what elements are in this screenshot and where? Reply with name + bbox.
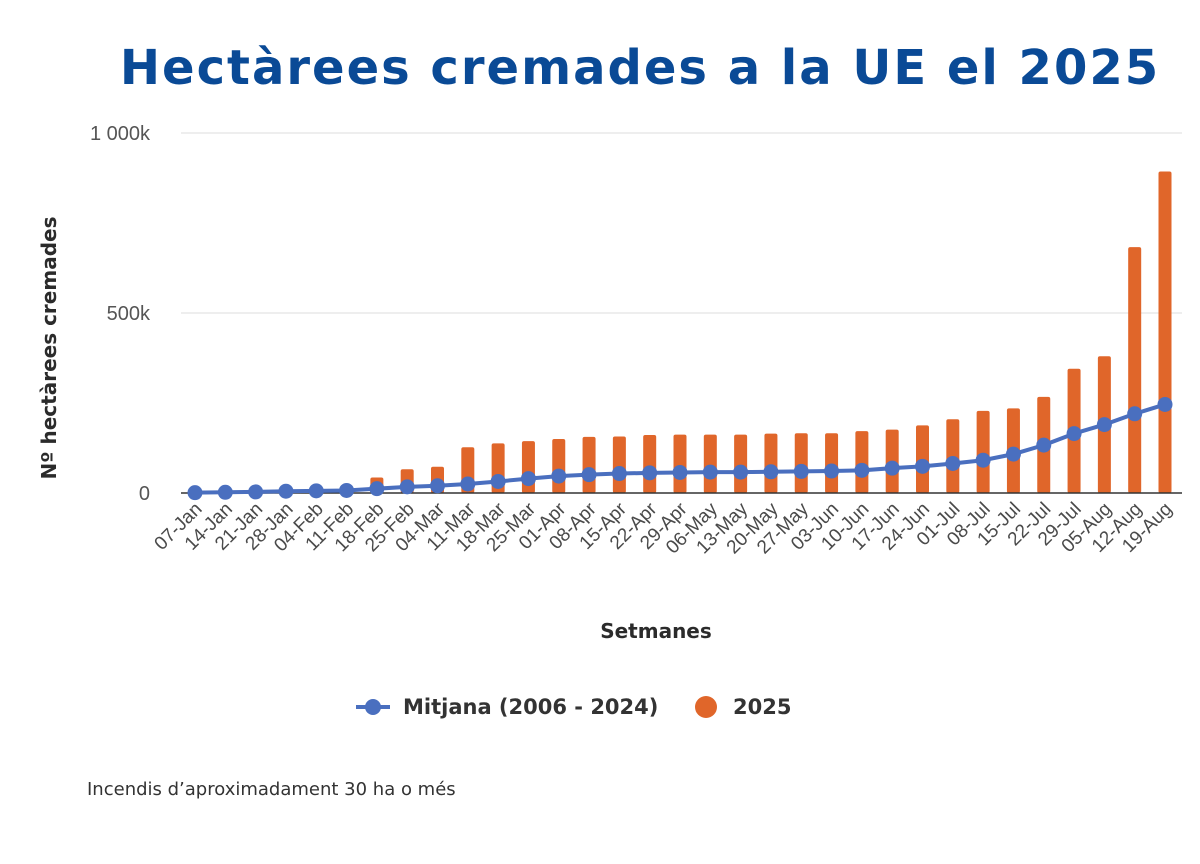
line-point [460,476,476,492]
y-axis-title: Nº hectàrees cremades [37,217,61,480]
line-point [793,463,809,479]
series-average [187,396,1173,501]
line-point [490,473,506,489]
line-point [520,471,536,487]
line-point [611,466,627,482]
line-point [399,479,415,495]
line-point [884,460,900,476]
x-axis-title: Setmanes [600,619,712,643]
line-point [1036,437,1052,453]
line-point [278,483,294,499]
legend-item-2025[interactable]: 2025 [695,695,791,719]
line-point [1005,446,1021,462]
line-point [945,455,961,471]
line-point [1127,406,1143,422]
bar [673,434,687,493]
line-point [1096,417,1112,433]
bar [976,410,990,493]
y-tick-label: 0 [139,483,150,505]
y-tick-label: 1 000k [90,123,151,145]
bar [703,434,717,493]
bar [582,436,596,493]
line-point [975,452,991,468]
line-point [248,484,264,500]
bar [734,434,748,493]
grid-lines [181,132,1182,314]
line-point [217,484,233,500]
bar [825,433,839,493]
line-point [308,483,324,499]
line-point [581,467,597,483]
line-point [824,463,840,479]
line-point [551,468,567,484]
line-point [642,465,658,481]
line-point [915,458,930,474]
bar [1128,247,1142,493]
line-point [854,462,870,478]
line-point [1157,396,1173,412]
legend-item-average[interactable]: Mitjana (2006 - 2024) [356,695,658,719]
chart-title: Hectàrees cremades a la UE el 2025 [119,40,1161,96]
legend-label-2025: 2025 [733,695,791,719]
line-point [339,482,355,498]
legend-bar-marker [695,696,717,718]
footnote: Incendis d’aproximadament 30 ha o més [87,779,456,800]
bar [855,431,869,493]
bar [1158,171,1172,493]
x-axis-ticks: 07-Jan14-Jan21-Jan28-Jan04-Feb11-Feb18-F… [151,498,1177,558]
legend: Mitjana (2006 - 2024) 2025 [356,695,791,719]
line-point [187,485,203,501]
bar [643,435,657,493]
line-point [369,481,385,497]
bars-2025 [188,171,1172,493]
bar [764,433,778,493]
y-tick-label: 500k [107,303,151,325]
bar [612,436,626,493]
bar [552,439,566,493]
line-point [763,464,779,480]
line-point [430,478,445,494]
line-point [733,464,749,480]
line-point [702,464,718,480]
line-point [1066,426,1082,442]
line-point [672,464,688,480]
legend-label-average: Mitjana (2006 - 2024) [403,695,658,719]
bar [794,433,808,493]
y-axis-ticks: 0 500k 1 000k [90,123,151,505]
legend-line-marker [365,699,381,715]
